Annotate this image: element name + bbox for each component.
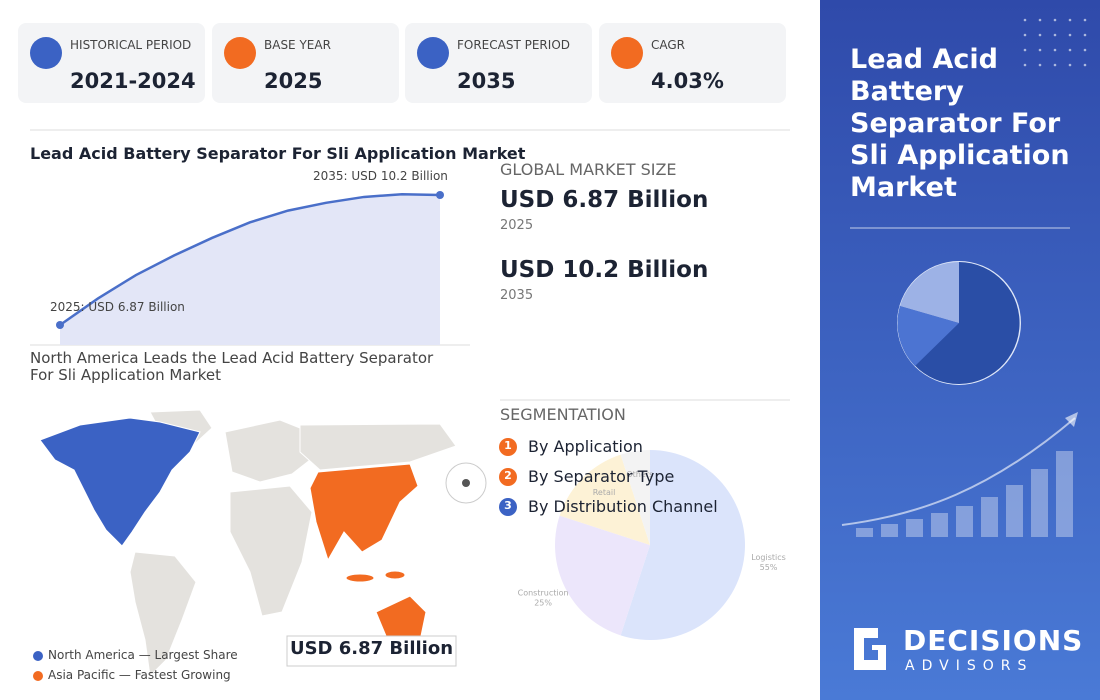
market-value: USD 10.2 Billion xyxy=(500,257,709,283)
segment-number: 2 xyxy=(504,469,512,482)
stat-value: 2035 xyxy=(457,69,516,93)
segment-number: 3 xyxy=(504,499,512,512)
pie-label: Others xyxy=(626,470,653,479)
segment-label: By Application xyxy=(528,437,643,456)
annotation: 2035: USD 10.2 Billion xyxy=(313,169,448,183)
stat-label: FORECAST PERIOD xyxy=(457,38,570,52)
segment-number: 1 xyxy=(504,439,512,452)
area-line xyxy=(59,192,441,327)
area-fill xyxy=(60,194,440,345)
stat-value: 4.03% xyxy=(651,69,724,93)
pie-label: Construction xyxy=(518,588,569,597)
market-value: USD 6.87 Billion xyxy=(500,187,709,213)
sidebar: Lead Acid Battery Separator For Sli Appl… xyxy=(820,0,1100,700)
map-title: North America Leads the Lead Acid Batter… xyxy=(30,349,434,384)
section-title: SEGMENTATION xyxy=(500,405,626,424)
stat-label: HISTORICAL PERIOD xyxy=(70,38,192,52)
market-year: 2025 xyxy=(500,218,534,233)
pie-slice xyxy=(555,515,650,636)
pie-label: Retail xyxy=(593,488,616,497)
logo-text: DECISIONS xyxy=(903,624,1084,657)
legend-item: Asia Pacific — Fastest Growing xyxy=(48,668,231,682)
sidebar-title: Lead Acid Battery Separator For Sli Appl… xyxy=(850,44,1070,203)
annotation: 2025: USD 6.87 Billion xyxy=(50,300,185,314)
stat-label: CAGR xyxy=(651,38,686,52)
pie-slice xyxy=(620,450,650,545)
pie-value-label: 55% xyxy=(760,563,778,572)
chart-title: Lead Acid Battery Separator For Sli Appl… xyxy=(30,144,526,163)
growth-chart xyxy=(56,191,444,345)
sidebar-art xyxy=(841,18,1087,670)
legend-item: North America — Largest Share xyxy=(48,648,238,662)
stat-card: CAGR 4.03% xyxy=(599,23,786,103)
pie-slice xyxy=(559,454,650,545)
pie-value-label: 25% xyxy=(534,598,552,607)
end-point xyxy=(436,191,444,199)
segment-label: By Distribution Channel xyxy=(528,497,718,516)
market-year: 2035 xyxy=(500,288,534,303)
stat-value: 2021-2024 xyxy=(70,69,196,93)
stat-card: BASE YEAR 2025 xyxy=(212,23,399,103)
stat-value: 2025 xyxy=(264,69,323,93)
logo-text: ADVISORS xyxy=(905,658,1034,674)
stat-card: HISTORICAL PERIOD 2021-2024 xyxy=(18,23,205,103)
segment-badges xyxy=(445,438,517,516)
section-title: GLOBAL MARKET SIZE xyxy=(500,160,677,179)
end-point xyxy=(56,321,64,329)
pie-label: Logistics xyxy=(751,553,786,562)
stat-label: BASE YEAR xyxy=(264,38,331,52)
pie-slice xyxy=(620,450,746,640)
segment-label: By Separator Type xyxy=(528,467,675,486)
world-map xyxy=(33,409,457,681)
stat-card: FORECAST PERIOD 2035 xyxy=(405,23,592,103)
map-callout: USD 6.87 Billion xyxy=(289,638,454,659)
